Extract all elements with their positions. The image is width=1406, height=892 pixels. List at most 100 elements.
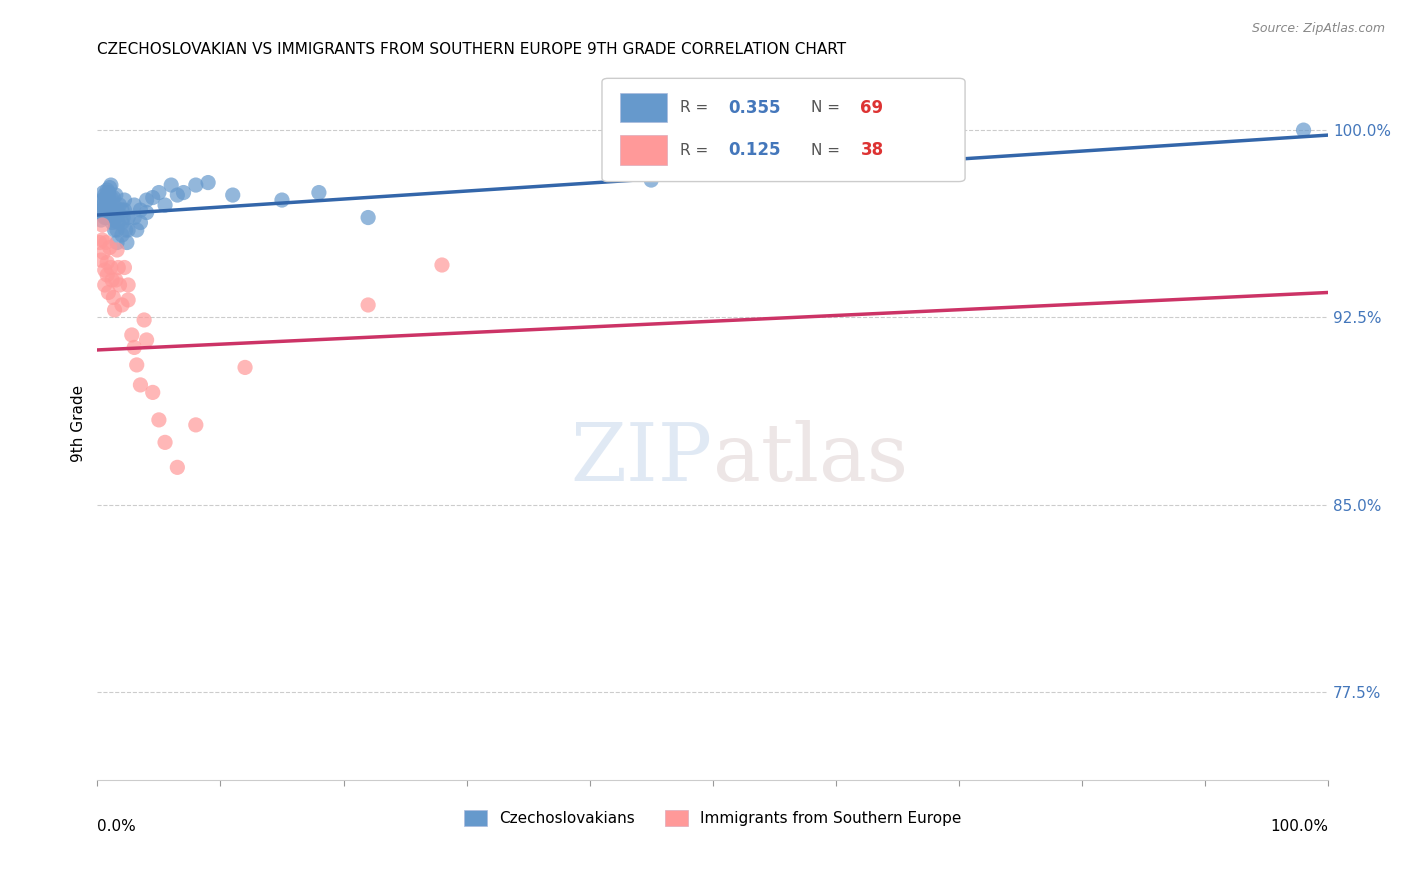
Czechoslovakians — [103, 223, 125, 237]
Czechoslovakians — [125, 223, 148, 237]
Czechoslovakians — [90, 213, 112, 227]
Immigrants from Southern Europe — [430, 258, 453, 272]
Czechoslovakians — [96, 195, 118, 210]
Czechoslovakians — [97, 198, 120, 212]
Immigrants from Southern Europe — [125, 358, 148, 372]
Immigrants from Southern Europe — [96, 268, 118, 282]
Czechoslovakians — [93, 186, 115, 200]
Text: atlas: atlas — [713, 420, 908, 499]
Immigrants from Southern Europe — [121, 328, 143, 343]
Immigrants from Southern Europe — [105, 243, 128, 257]
Czechoslovakians — [100, 190, 122, 204]
Czechoslovakians — [111, 202, 134, 217]
Immigrants from Southern Europe — [89, 235, 111, 250]
Czechoslovakians — [91, 202, 114, 217]
Immigrants from Southern Europe — [108, 277, 131, 292]
Immigrants from Southern Europe — [94, 235, 117, 250]
Text: ZIP: ZIP — [571, 420, 713, 499]
Czechoslovakians — [96, 183, 118, 197]
Text: N =: N = — [811, 143, 845, 158]
Text: R =: R = — [679, 143, 713, 158]
Text: 69: 69 — [860, 98, 883, 117]
Immigrants from Southern Europe — [129, 378, 152, 392]
Czechoslovakians — [108, 198, 131, 212]
Czechoslovakians — [124, 198, 146, 212]
Immigrants from Southern Europe — [112, 260, 135, 275]
Czechoslovakians — [117, 211, 139, 225]
Immigrants from Southern Europe — [103, 303, 125, 318]
Czechoslovakians — [98, 193, 121, 207]
Text: CZECHOSLOVAKIAN VS IMMIGRANTS FROM SOUTHERN EUROPE 9TH GRADE CORRELATION CHART: CZECHOSLOVAKIAN VS IMMIGRANTS FROM SOUTH… — [97, 42, 846, 57]
FancyBboxPatch shape — [620, 93, 668, 122]
Czechoslovakians — [173, 186, 195, 200]
Immigrants from Southern Europe — [98, 240, 121, 254]
Czechoslovakians — [197, 176, 219, 190]
Text: R =: R = — [679, 100, 713, 115]
Text: 100.0%: 100.0% — [1270, 819, 1329, 834]
Czechoslovakians — [103, 202, 125, 217]
Immigrants from Southern Europe — [124, 341, 146, 355]
Legend: Czechoslovakians, Immigrants from Southern Europe: Czechoslovakians, Immigrants from Southe… — [458, 805, 967, 832]
Immigrants from Southern Europe — [104, 273, 127, 287]
Czechoslovakians — [94, 211, 117, 225]
Immigrants from Southern Europe — [142, 385, 165, 400]
Immigrants from Southern Europe — [97, 285, 120, 300]
Czechoslovakians — [107, 215, 129, 229]
Czechoslovakians — [103, 213, 125, 227]
Czechoslovakians — [112, 202, 135, 217]
Czechoslovakians — [104, 188, 127, 202]
Czechoslovakians — [129, 215, 152, 229]
Czechoslovakians — [93, 188, 115, 202]
Immigrants from Southern Europe — [96, 255, 118, 269]
Czechoslovakians — [357, 211, 380, 225]
Czechoslovakians — [148, 186, 170, 200]
Immigrants from Southern Europe — [90, 252, 112, 267]
Czechoslovakians — [160, 178, 183, 192]
Immigrants from Southern Europe — [107, 260, 129, 275]
Czechoslovakians — [166, 188, 188, 202]
Czechoslovakians — [91, 193, 114, 207]
Czechoslovakians — [271, 193, 294, 207]
Text: Source: ZipAtlas.com: Source: ZipAtlas.com — [1251, 22, 1385, 36]
Czechoslovakians — [117, 223, 139, 237]
Czechoslovakians — [94, 201, 117, 215]
Czechoslovakians — [104, 201, 127, 215]
Czechoslovakians — [107, 205, 129, 219]
Czechoslovakians — [153, 198, 176, 212]
Immigrants from Southern Europe — [100, 260, 122, 275]
Czechoslovakians — [115, 235, 138, 250]
Czechoslovakians — [1292, 123, 1315, 137]
Czechoslovakians — [93, 211, 115, 225]
Immigrants from Southern Europe — [101, 273, 124, 287]
Czechoslovakians — [98, 205, 121, 219]
Czechoslovakians — [89, 195, 111, 210]
Immigrants from Southern Europe — [184, 417, 207, 432]
Czechoslovakians — [112, 211, 135, 225]
Immigrants from Southern Europe — [166, 460, 188, 475]
Immigrants from Southern Europe — [91, 233, 114, 247]
Czechoslovakians — [97, 186, 120, 200]
Czechoslovakians — [93, 208, 115, 222]
Immigrants from Southern Europe — [91, 218, 114, 232]
Czechoslovakians — [111, 227, 134, 242]
Czechoslovakians — [105, 235, 128, 250]
Text: 0.355: 0.355 — [728, 98, 782, 117]
Immigrants from Southern Europe — [111, 298, 134, 312]
Y-axis label: 9th Grade: 9th Grade — [72, 385, 86, 462]
Immigrants from Southern Europe — [117, 293, 139, 307]
Czechoslovakians — [640, 173, 662, 187]
Czechoslovakians — [105, 223, 128, 237]
Czechoslovakians — [93, 201, 115, 215]
Czechoslovakians — [184, 178, 207, 192]
Czechoslovakians — [112, 193, 135, 207]
Czechoslovakians — [129, 202, 152, 217]
Text: 38: 38 — [860, 141, 883, 160]
Immigrants from Southern Europe — [135, 333, 157, 347]
FancyBboxPatch shape — [602, 78, 965, 182]
Czechoslovakians — [94, 190, 117, 204]
Text: 0.125: 0.125 — [728, 141, 782, 160]
Czechoslovakians — [103, 190, 125, 204]
Text: 0.0%: 0.0% — [97, 819, 136, 834]
Immigrants from Southern Europe — [233, 360, 256, 375]
Czechoslovakians — [93, 198, 115, 212]
